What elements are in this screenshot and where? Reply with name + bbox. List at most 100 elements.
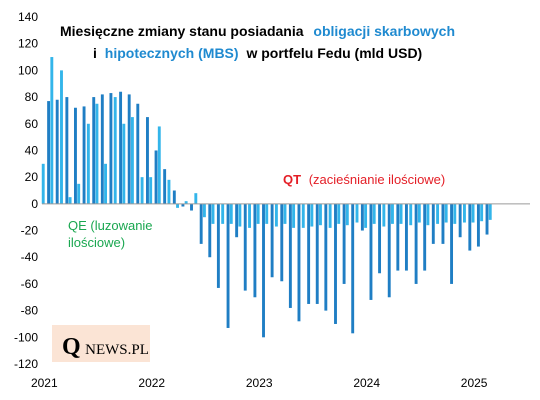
- treasury-bar: [82, 106, 86, 204]
- treasury-bar: [47, 101, 51, 204]
- mbs-bar: [409, 203, 413, 226]
- treasury-bar: [315, 203, 319, 304]
- x-tick-label: 2021: [31, 376, 58, 390]
- mbs-bar: [310, 203, 314, 227]
- treasury-bar: [360, 203, 364, 231]
- y-tick-label: 120: [18, 37, 38, 51]
- mbs-bar: [444, 203, 448, 223]
- treasury-bar: [307, 203, 311, 304]
- treasury-bar: [297, 203, 301, 322]
- mbs-bar: [345, 203, 349, 226]
- treasury-bar: [190, 203, 193, 211]
- x-tick-label: 2024: [353, 376, 380, 390]
- mbs-bar: [265, 203, 269, 224]
- treasury-bar: [172, 190, 176, 204]
- treasury-bar: [109, 93, 113, 204]
- treasury-bar: [404, 203, 408, 271]
- title-line2-prefix: i: [93, 45, 97, 61]
- mbs-bar: [283, 203, 287, 224]
- treasury-bar: [136, 103, 140, 204]
- qt-annotation: QT (zacieśnianie ilościowe): [283, 172, 445, 187]
- title-line1-highlight: obligacji skarbowych: [313, 23, 455, 39]
- treasury-bar: [468, 203, 472, 251]
- treasury-bar: [450, 203, 454, 284]
- mbs-bar: [68, 197, 72, 204]
- logo-background: [52, 325, 150, 362]
- treasury-bar: [216, 203, 220, 288]
- title-line1-prefix: Miesięczne zmiany stanu posiadania: [60, 23, 304, 39]
- treasury-bar: [342, 203, 346, 284]
- treasury-bar: [181, 203, 185, 207]
- y-tick-label: 80: [25, 90, 39, 104]
- treasury-bar: [163, 169, 167, 204]
- mbs-bar: [453, 203, 457, 224]
- mbs-bar: [337, 203, 341, 224]
- mbs-bar: [436, 203, 440, 224]
- treasury-bar: [226, 203, 230, 328]
- y-tick-label: 140: [18, 10, 38, 24]
- mbs-bar: [391, 203, 394, 224]
- treasury-bar: [441, 203, 445, 244]
- qt-label-text: (zacieśnianie ilościowe): [309, 172, 446, 187]
- mbs-bar: [488, 203, 492, 220]
- mbs-bar: [130, 117, 134, 204]
- treasury-bar: [423, 203, 427, 271]
- treasury-bar: [288, 203, 292, 308]
- y-tick-label: 60: [25, 117, 39, 131]
- treasury-bar: [270, 203, 274, 278]
- mbs-bar: [301, 203, 305, 228]
- treasury-bar: [100, 94, 104, 204]
- y-tick-label: -80: [21, 304, 39, 318]
- treasury-bar: [458, 203, 462, 238]
- mbs-bar: [184, 201, 188, 204]
- treasury-bar: [378, 203, 382, 274]
- treasury-bar: [65, 97, 69, 204]
- mbs-bar: [50, 57, 54, 204]
- qe-annotation: QE (luzowanie ilościowe): [68, 218, 153, 250]
- treasury-bar: [334, 203, 337, 324]
- x-ticks: 2021 2022 2023 2024 2025: [31, 376, 488, 390]
- mbs-bar: [382, 203, 386, 227]
- treasury-bar: [351, 203, 355, 334]
- mbs-bar: [202, 203, 206, 218]
- treasury-bar: [280, 203, 284, 282]
- y-tick-label: 40: [25, 143, 39, 157]
- mbs-bar: [364, 203, 368, 228]
- treasury-bar: [387, 203, 391, 298]
- treasury-bar: [253, 203, 257, 298]
- treasury-bar: [154, 150, 158, 204]
- qt-label: QT (zacieśnianie ilościowe): [283, 172, 445, 187]
- treasury-bar: [396, 203, 400, 271]
- y-tick-label: -20: [21, 224, 39, 238]
- mbs-bar: [426, 203, 430, 226]
- treasury-bar: [127, 94, 131, 204]
- y-tick-label: 100: [18, 63, 38, 77]
- y-tick-label: -60: [21, 277, 39, 291]
- mbs-bar: [95, 103, 99, 204]
- mbs-bar: [113, 97, 117, 204]
- treasury-bar: [74, 107, 77, 204]
- treasury-bar: [485, 203, 489, 235]
- series-treasury-bars: [47, 91, 489, 338]
- series-mbs-bars: [41, 57, 492, 228]
- x-tick-label: 2025: [461, 376, 488, 390]
- mbs-bar: [248, 203, 251, 228]
- y-tick-label: 20: [25, 170, 39, 184]
- mbs-bar: [140, 177, 144, 204]
- x-tick-label: 2022: [138, 376, 165, 390]
- title-line2-highlight: hipotecznych (MBS): [105, 45, 239, 61]
- mbs-bar: [274, 203, 278, 227]
- mbs-bar: [372, 203, 376, 224]
- mbs-bar: [399, 203, 403, 224]
- title-line2-suffix: w portfelu Fedu (mld USD): [245, 45, 422, 61]
- mbs-bar: [60, 70, 63, 204]
- treasury-bar: [199, 203, 203, 244]
- treasury-bar: [262, 203, 265, 338]
- mbs-bar: [41, 163, 45, 204]
- y-tick-label: 0: [31, 197, 38, 211]
- mbs-bar: [86, 123, 90, 204]
- mbs-bar: [355, 203, 359, 223]
- qnews-logo: Q NEWS.PL: [52, 325, 150, 362]
- mbs-bar: [229, 203, 233, 224]
- mbs-bar: [256, 203, 260, 224]
